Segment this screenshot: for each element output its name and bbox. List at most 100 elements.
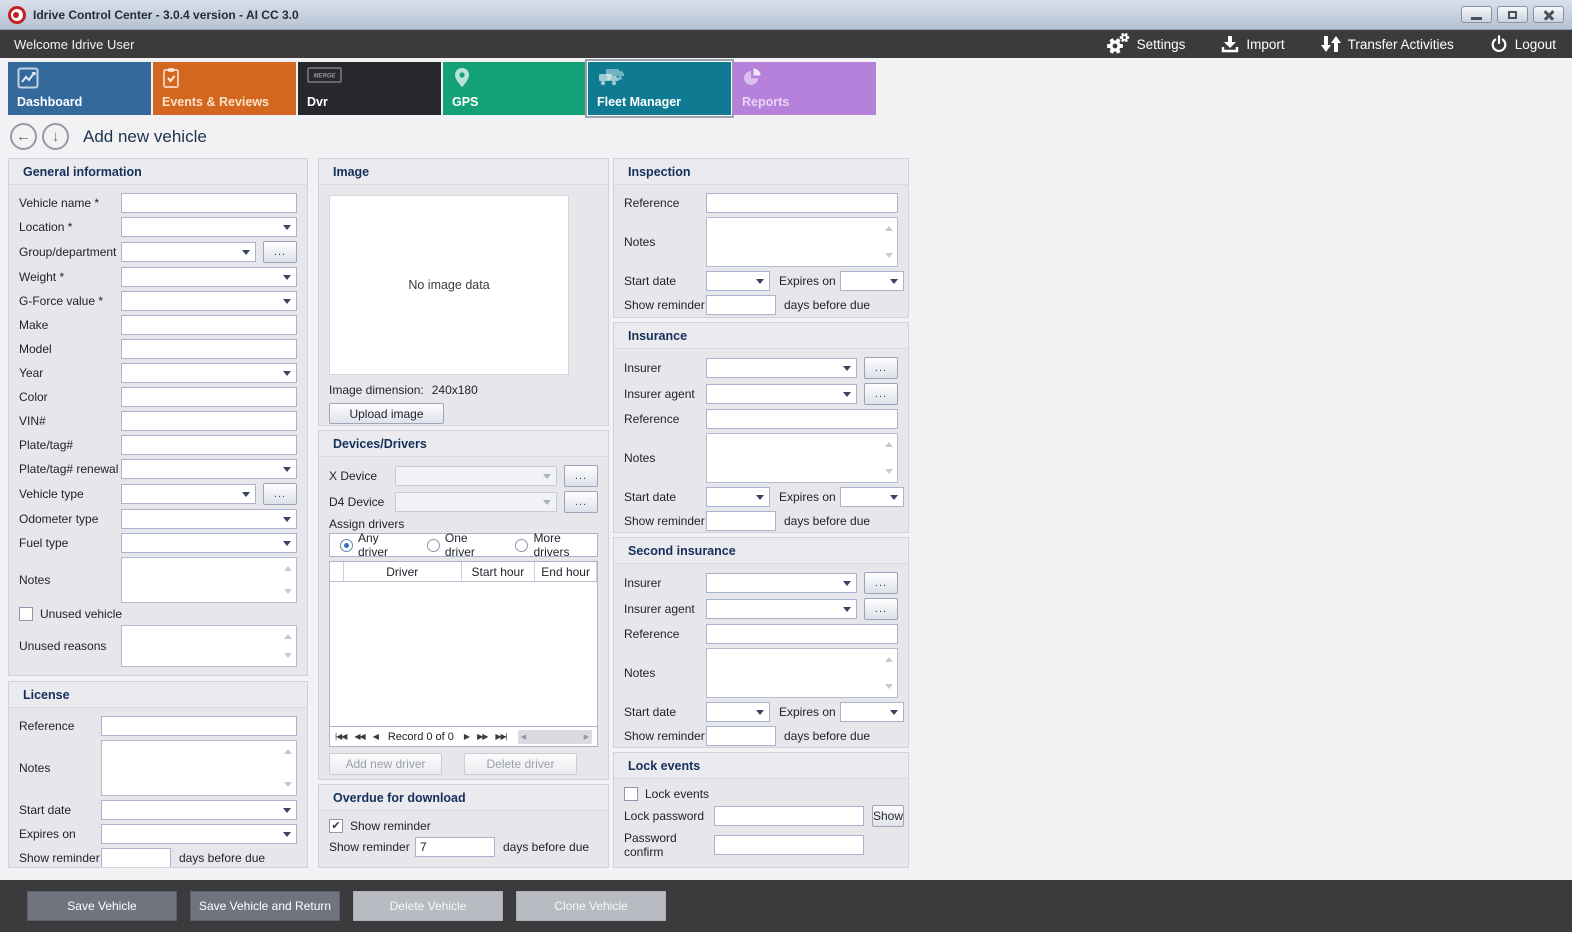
nav-prev-button[interactable]: ◀	[372, 732, 379, 741]
upload-image-button[interactable]: Upload image	[329, 403, 444, 424]
tab-dvr[interactable]: MERGE Dvr	[298, 62, 441, 115]
license-start-date-select[interactable]	[101, 800, 297, 820]
d4-device-select[interactable]	[395, 492, 557, 512]
show-password-button[interactable]: Show	[872, 805, 905, 827]
grid-horizontal-scrollbar[interactable]: ◀ ▶	[517, 729, 592, 744]
tab-fleet-manager[interactable]: Fleet Manager	[588, 62, 731, 115]
insurance-reference-input[interactable]	[706, 409, 898, 429]
inspection-expires-select[interactable]	[839, 271, 904, 291]
second-insurer-browse-button[interactable]: ...	[864, 572, 898, 594]
welcome-text: Welcome Idrive User	[14, 36, 135, 52]
vehicle-type-select[interactable]	[121, 484, 256, 504]
logout-button[interactable]: Logout	[1490, 35, 1556, 53]
vehicle-type-browse-button[interactable]: ...	[263, 483, 297, 505]
save-vehicle-button[interactable]: Save Vehicle	[27, 891, 177, 921]
insurance-start-date-select[interactable]	[706, 487, 770, 507]
group-department-label: Group/department	[19, 245, 117, 259]
add-new-driver-button[interactable]: Add new driver	[329, 753, 442, 775]
group-browse-button[interactable]: ...	[263, 241, 297, 263]
column-end-hour[interactable]: End hour	[535, 562, 597, 581]
tab-gps[interactable]: GPS	[443, 62, 586, 115]
x-device-browse-button[interactable]: ...	[564, 465, 598, 487]
insurer-agent-browse-button[interactable]: ...	[864, 383, 898, 405]
radio-more-drivers[interactable]: More drivers	[515, 531, 587, 559]
clone-vehicle-button[interactable]: Clone Vehicle	[516, 891, 666, 921]
close-button[interactable]	[1533, 6, 1564, 23]
save-vehicle-return-button[interactable]: Save Vehicle and Return	[190, 891, 340, 921]
insurance-expires-select[interactable]	[839, 487, 904, 507]
nav-next-button[interactable]: ▶	[463, 732, 470, 741]
license-expires-select[interactable]	[101, 824, 297, 844]
collapse-button[interactable]: ↓	[42, 123, 69, 150]
second-insurance-reminder-input[interactable]	[706, 726, 776, 746]
general-notes-textarea[interactable]	[121, 557, 297, 603]
settings-button[interactable]: Settings	[1106, 33, 1185, 55]
unused-vehicle-checkbox[interactable]	[19, 607, 33, 621]
maximize-button[interactable]	[1497, 6, 1528, 23]
overdue-reminder-input[interactable]	[415, 837, 495, 857]
fuel-type-select[interactable]	[121, 533, 297, 553]
tab-reports[interactable]: Reports	[733, 62, 876, 115]
nav-next-page-button[interactable]: ▶▶	[477, 732, 488, 741]
license-reference-label: Reference	[19, 719, 75, 733]
color-input[interactable]	[121, 387, 297, 407]
radio-one-driver[interactable]: One driver	[426, 531, 490, 559]
back-button[interactable]: ←	[10, 123, 37, 150]
clipboard-check-icon	[163, 68, 179, 88]
lock-events-checkbox[interactable]	[624, 787, 638, 801]
odometer-type-select[interactable]	[121, 509, 297, 529]
insurance-reminder-input[interactable]	[706, 511, 776, 531]
license-notes-textarea[interactable]	[101, 740, 297, 796]
location-select[interactable]	[121, 217, 297, 237]
panel-title: Overdue for download	[319, 785, 608, 811]
delete-driver-button[interactable]: Delete driver	[464, 753, 577, 775]
tab-dashboard[interactable]: Dashboard	[8, 62, 151, 115]
lock-password-input[interactable]	[714, 806, 864, 826]
unused-reasons-textarea[interactable]	[121, 625, 297, 667]
vehicle-name-input[interactable]	[121, 193, 297, 213]
column-driver[interactable]: Driver	[344, 562, 462, 581]
column-start-hour[interactable]: Start hour	[462, 562, 536, 581]
group-department-select[interactable]	[121, 242, 256, 262]
weight-select[interactable]	[121, 267, 297, 287]
minimize-button[interactable]	[1461, 6, 1492, 23]
second-insurance-start-date-select[interactable]	[706, 702, 770, 722]
inspection-notes-textarea[interactable]	[706, 217, 898, 267]
second-insurer-agent-select[interactable]	[706, 599, 857, 619]
overdue-reminder-checkbox[interactable]: ✔	[329, 819, 343, 833]
license-reminder-input[interactable]	[101, 848, 171, 867]
insurer-agent-select[interactable]	[706, 384, 857, 404]
plate-input[interactable]	[121, 435, 297, 455]
make-input[interactable]	[121, 315, 297, 335]
second-insurer-select[interactable]	[706, 573, 857, 593]
second-insurer-agent-browse-button[interactable]: ...	[864, 598, 898, 620]
plate-renewal-select[interactable]	[121, 459, 297, 479]
insurance-notes-textarea[interactable]	[706, 433, 898, 483]
second-insurance-expires-select[interactable]	[839, 702, 904, 722]
vin-input[interactable]	[121, 411, 297, 431]
nav-first-button[interactable]: |◀◀	[335, 732, 347, 741]
year-select[interactable]	[121, 363, 297, 383]
second-insurance-notes-textarea[interactable]	[706, 648, 898, 698]
license-reference-input[interactable]	[101, 716, 297, 736]
transfer-activities-button[interactable]: Transfer Activities	[1320, 34, 1454, 54]
import-button[interactable]: Import	[1221, 35, 1285, 53]
inspection-reference-input[interactable]	[706, 193, 898, 213]
radio-any-driver[interactable]: Any driver	[340, 531, 401, 559]
inspection-start-date-select[interactable]	[706, 271, 770, 291]
inspection-reminder-input[interactable]	[706, 295, 776, 315]
d4-device-browse-button[interactable]: ...	[564, 491, 598, 513]
x-device-select[interactable]	[395, 466, 557, 486]
gforce-select[interactable]	[121, 291, 297, 311]
panel-title: Image	[319, 159, 608, 185]
insurer-select[interactable]	[706, 358, 857, 378]
insurer-browse-button[interactable]: ...	[864, 357, 898, 379]
delete-vehicle-button[interactable]: Delete Vehicle	[353, 891, 503, 921]
nav-last-button[interactable]: ▶▶|	[495, 732, 507, 741]
second-insurance-reference-input[interactable]	[706, 624, 898, 644]
nav-prev-page-button[interactable]: ◀◀	[354, 732, 365, 741]
model-input[interactable]	[121, 339, 297, 359]
record-status: Record 0 of 0	[387, 730, 454, 743]
password-confirm-input[interactable]	[714, 835, 864, 855]
tab-events-reviews[interactable]: Events & Reviews	[153, 62, 296, 115]
